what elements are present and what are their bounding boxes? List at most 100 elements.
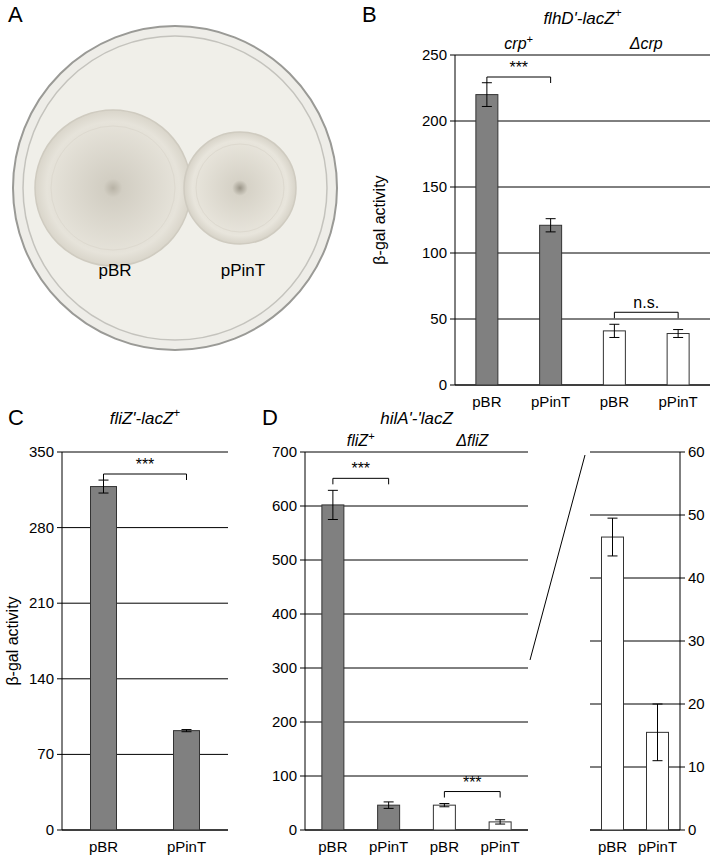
tick-mark <box>300 668 305 669</box>
tick-label: 30 <box>688 632 705 649</box>
grid-line <box>590 452 680 453</box>
bar <box>322 505 344 830</box>
tick-label: 150 <box>422 178 447 195</box>
x-axis <box>62 830 228 831</box>
tick-mark <box>680 830 685 831</box>
significance-label: *** <box>463 774 482 791</box>
significance-label: *** <box>509 59 528 76</box>
bar <box>602 537 624 830</box>
tick-label: 300 <box>272 659 297 676</box>
tick-label: 50 <box>688 506 705 523</box>
group-label: crp+ <box>504 33 533 52</box>
plate-label: pPinT <box>221 261 265 280</box>
tick-label: 100 <box>422 244 447 261</box>
category-label: pBR <box>472 393 501 410</box>
tick-mark <box>680 452 685 453</box>
y-axis <box>62 452 63 830</box>
error-bar <box>482 83 492 107</box>
plate-bg <box>0 28 350 348</box>
grid-line <box>62 527 228 528</box>
y-axis <box>680 452 681 830</box>
tick-mark <box>300 830 305 831</box>
bars <box>476 83 689 385</box>
swarm-ring <box>196 144 284 232</box>
significance-bracket <box>614 312 678 318</box>
error-bar <box>609 324 619 337</box>
tick-mark <box>300 560 305 561</box>
tick-label: 280 <box>29 519 54 536</box>
significance-bracket <box>104 474 187 480</box>
tick-mark <box>57 452 62 453</box>
y-axis <box>455 55 456 385</box>
bar <box>378 805 400 830</box>
tick-label: 0 <box>46 821 54 838</box>
bar <box>433 805 455 830</box>
tick-label: 0 <box>289 821 297 838</box>
tick-label: 10 <box>688 758 705 775</box>
tick-mark <box>57 527 62 528</box>
tick-label: 200 <box>422 112 447 129</box>
grid-line <box>62 603 228 604</box>
tick-label: 20 <box>688 695 705 712</box>
tick-label: 0 <box>688 821 696 838</box>
tick-mark <box>450 121 455 122</box>
tick-label: 70 <box>37 745 54 762</box>
swarm-halo <box>35 110 191 266</box>
tick-mark <box>450 187 455 188</box>
tick-label: 600 <box>272 497 297 514</box>
significance-label: n.s. <box>633 294 659 311</box>
bar <box>476 95 498 385</box>
error-bar <box>608 518 618 556</box>
category-label: pPinT <box>481 838 520 855</box>
tick-mark <box>300 614 305 615</box>
group-label: Δcrp <box>629 35 663 52</box>
tick-label: 200 <box>272 713 297 730</box>
panel-letter: D <box>262 405 278 430</box>
tick-mark <box>57 678 62 679</box>
chart-title: flhD'-lacZ+ <box>543 6 621 28</box>
bar <box>603 331 625 385</box>
error-bar <box>673 330 683 338</box>
tick-mark <box>57 830 62 831</box>
category-label: pPinT <box>638 838 677 855</box>
tick-label: 250 <box>422 46 447 63</box>
grid-line <box>305 452 528 453</box>
error-bar <box>99 480 109 493</box>
tick-mark <box>57 754 62 755</box>
group-label: ΔfliZ <box>455 432 489 449</box>
category-label: pPinT <box>167 838 206 855</box>
category-label: pBR <box>89 838 118 855</box>
category-label: pBR <box>318 838 347 855</box>
tick-label: 400 <box>272 605 297 622</box>
tick-mark <box>680 641 685 642</box>
tick-label: 700 <box>272 443 297 460</box>
tick-mark <box>450 253 455 254</box>
significance-bracket <box>333 478 389 484</box>
grid-line <box>62 830 228 831</box>
significance-label: *** <box>136 456 155 473</box>
significance-label: *** <box>351 460 370 477</box>
tick-label: 100 <box>272 767 297 784</box>
bars <box>602 518 669 830</box>
tick-mark <box>680 767 685 768</box>
tick-label: 40 <box>688 569 705 586</box>
tick-label: 350 <box>29 443 54 460</box>
significance-bracket <box>487 77 551 83</box>
error-bar <box>495 820 505 824</box>
group-label: fliZ+ <box>347 430 375 449</box>
bar <box>667 334 689 385</box>
category-label: pPinT <box>531 393 570 410</box>
tick-mark <box>450 385 455 386</box>
grid-line <box>455 55 710 56</box>
error-bar <box>546 219 556 232</box>
plate-rim <box>23 36 327 340</box>
tick-label: 60 <box>688 443 705 460</box>
panel-letter: C <box>8 405 24 430</box>
plate-dish <box>13 26 337 350</box>
figure: ABCDpBRpPinT050100150200250pBRpPinTpBRpP… <box>0 0 720 865</box>
error-bar <box>328 490 338 519</box>
y-axis <box>305 452 306 830</box>
tick-label: 140 <box>29 670 54 687</box>
grid-line <box>62 452 228 453</box>
inset-connector <box>530 455 585 660</box>
